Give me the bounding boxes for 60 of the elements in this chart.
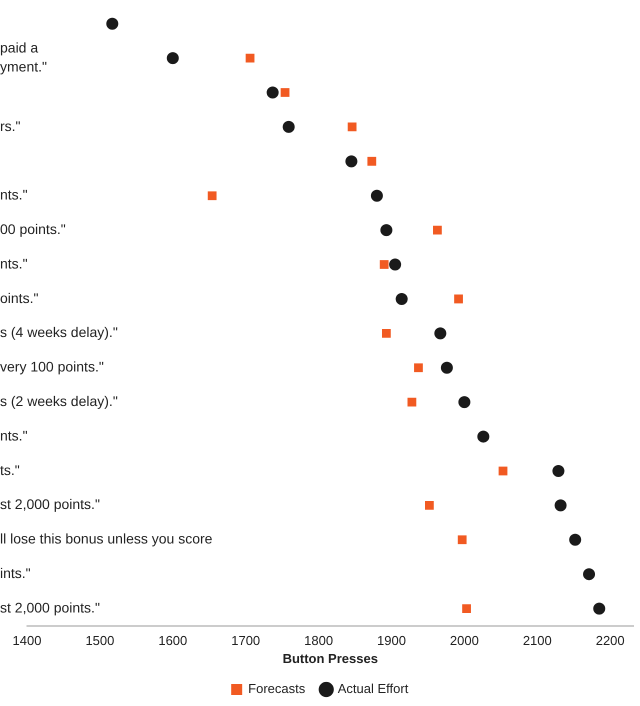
point [382, 328, 391, 338]
point [454, 294, 463, 304]
point [208, 191, 217, 200]
point [433, 226, 442, 235]
point [552, 464, 564, 477]
point [414, 363, 423, 372]
x-tick-label: 1600 [158, 633, 188, 648]
y-tick-label: very 100 points." [0, 358, 104, 375]
point [458, 396, 470, 408]
y-tick-label: ts." [0, 462, 20, 478]
point [246, 54, 254, 62]
point [583, 568, 596, 580]
y-tick-label: s (2 weeks delay)." [0, 393, 118, 410]
point [389, 258, 402, 271]
point [569, 534, 582, 546]
point [380, 260, 389, 269]
y-tick-label: ll lose this bonus unless you score [0, 530, 213, 547]
point [434, 327, 446, 340]
y-tick-label: st 2,000 points." [0, 496, 100, 512]
x-tick-label: 1900 [377, 633, 406, 648]
x-tick-label: 2100 [522, 633, 552, 648]
x-axis-title: Button Presses [282, 650, 378, 666]
x-tick-label: 2200 [596, 633, 625, 648]
y-tick-label: s (4 weeks delay)." [0, 324, 118, 340]
point [370, 190, 383, 202]
point [554, 499, 567, 512]
point [477, 430, 490, 443]
point [498, 466, 508, 476]
point [462, 604, 471, 613]
y-tick-label: nts." [0, 427, 28, 444]
y-tick-label: ints." [0, 565, 31, 582]
y-tick-label: paid a yment." [0, 39, 48, 74]
point [440, 362, 453, 374]
y-tick-label: rs." [0, 118, 21, 134]
point [425, 500, 434, 510]
point [593, 602, 606, 615]
point [166, 52, 179, 64]
x-tick-label: 1500 [85, 633, 114, 648]
point [408, 398, 416, 407]
point [348, 122, 357, 132]
x-tick-label: 1700 [231, 633, 260, 648]
y-tick-label: 00 points." [0, 220, 66, 237]
point [380, 224, 392, 236]
legend-label: Actual Effort [338, 681, 409, 696]
point [280, 88, 290, 97]
x-tick-label: 2000 [450, 633, 479, 648]
point [458, 535, 467, 544]
point [345, 155, 358, 168]
legend-label: Forecasts [248, 681, 306, 696]
y-tick-label: nts." [0, 186, 28, 203]
point [106, 18, 118, 30]
x-tick-label: 1400 [12, 633, 42, 648]
point [282, 120, 295, 133]
y-tick-label: nts." [0, 255, 28, 272]
x-tick-label: 1800 [304, 633, 334, 648]
point [396, 292, 408, 305]
y-tick-label: st 2,000 points." [0, 599, 100, 616]
point [266, 86, 279, 99]
point [367, 156, 376, 166]
y-tick-label: oints." [0, 290, 38, 306]
